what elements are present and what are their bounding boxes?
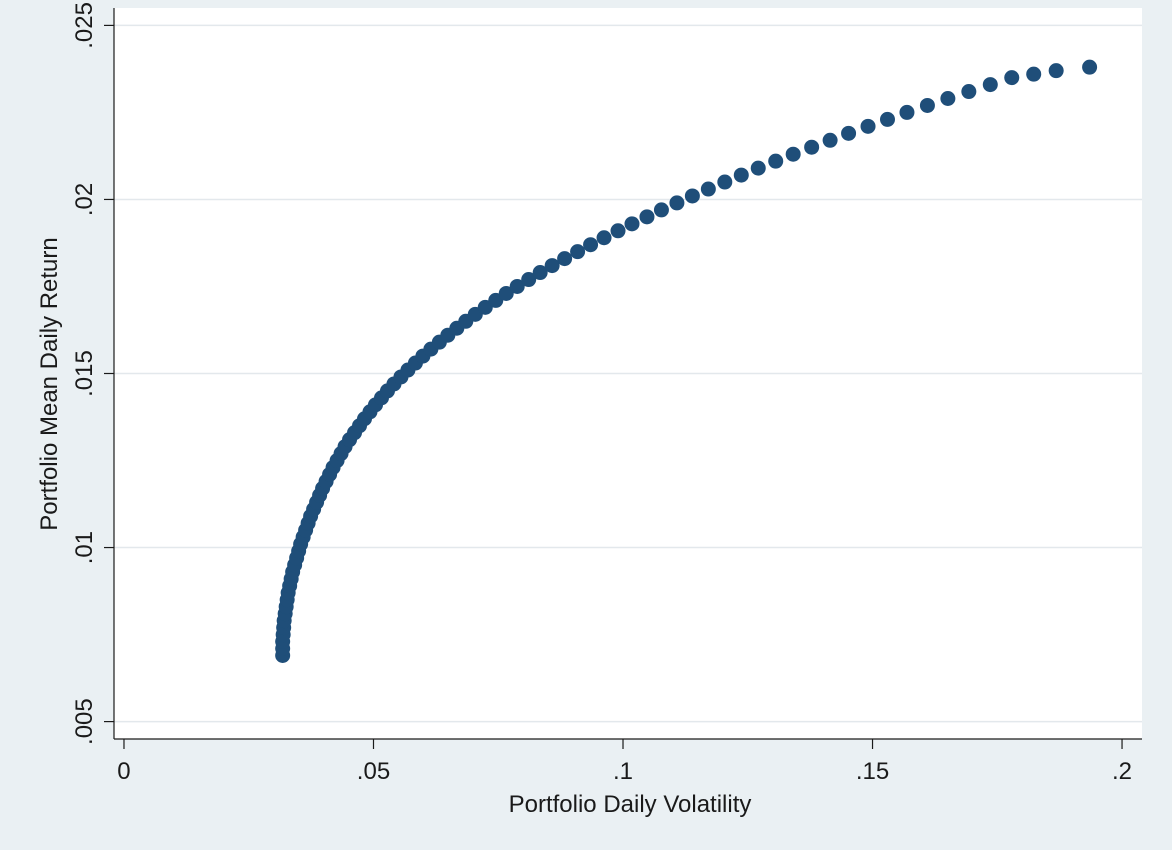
data-point — [532, 265, 548, 281]
data-point — [509, 278, 525, 294]
data-point — [610, 223, 626, 239]
ticks: .005 .01 .015 .02 .025 0 .05 .1 .15 .2 — [71, 2, 1132, 785]
data-point — [768, 153, 784, 169]
data-point — [822, 132, 838, 148]
y-tick-label: .015 — [71, 350, 98, 397]
x-tick-label: .15 — [856, 758, 889, 785]
data-point — [1026, 66, 1042, 82]
data-point — [860, 118, 876, 134]
x-tick-label: .1 — [613, 758, 633, 785]
data-point — [639, 209, 655, 225]
x-axis-label: Portfolio Daily Volatility — [509, 791, 752, 818]
data-point — [982, 77, 998, 93]
gridlines — [114, 24, 1142, 723]
data-points — [275, 59, 1098, 663]
data-point — [940, 91, 956, 107]
y-axis-label: Portfolio Mean Daily Return — [36, 237, 63, 530]
y-tick-label: .01 — [71, 531, 98, 564]
data-point — [961, 84, 977, 100]
y-tick-label: .005 — [71, 698, 98, 745]
data-point — [498, 285, 514, 301]
data-point — [804, 139, 820, 155]
x-tick-label: 0 — [117, 758, 130, 785]
x-tick-label: .05 — [357, 758, 390, 785]
data-point — [583, 237, 599, 253]
y-tick-label: .025 — [71, 2, 98, 49]
data-point — [750, 160, 766, 176]
data-point — [879, 111, 895, 127]
data-point — [570, 244, 586, 260]
data-point — [596, 230, 612, 246]
data-point — [785, 146, 801, 162]
data-point — [700, 181, 716, 197]
data-point — [624, 216, 640, 232]
data-point — [841, 125, 857, 141]
x-tick-label: .2 — [1112, 758, 1132, 785]
data-point — [1082, 59, 1098, 75]
data-point — [1048, 63, 1064, 79]
data-point — [653, 202, 669, 218]
data-point — [899, 104, 915, 120]
data-point — [669, 195, 685, 211]
data-point — [717, 174, 733, 190]
data-point — [557, 251, 573, 267]
data-point — [1004, 70, 1020, 86]
y-tick-label: .02 — [71, 183, 98, 216]
data-point — [733, 167, 749, 183]
data-point — [684, 188, 700, 204]
data-point — [521, 272, 537, 288]
data-point — [919, 97, 935, 113]
data-point — [544, 258, 560, 274]
